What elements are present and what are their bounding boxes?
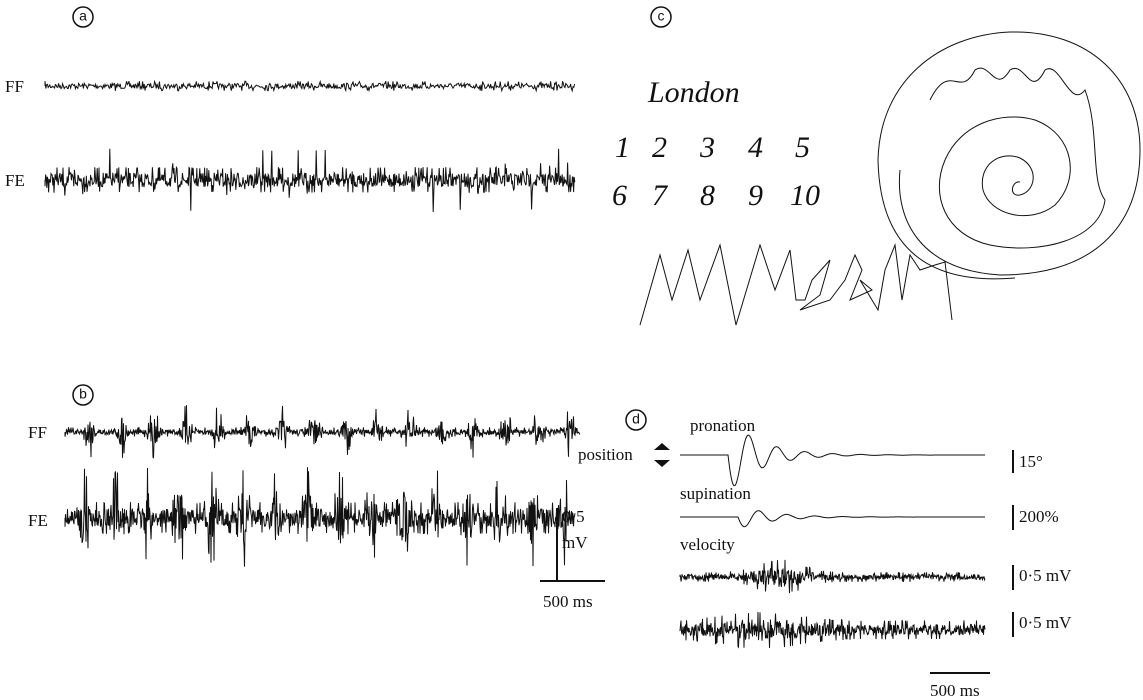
trace-label: velocity xyxy=(680,535,735,554)
spiral-drawing xyxy=(930,68,1105,248)
emg-trace xyxy=(65,467,575,566)
scale-label: 500 ms xyxy=(543,592,593,611)
emg-trace xyxy=(45,81,575,91)
panel-label: b xyxy=(79,386,87,402)
digit: 2 xyxy=(652,131,667,164)
scale-label: 0·5 mV xyxy=(1019,566,1072,585)
digit: 6 xyxy=(612,179,627,212)
digit: 3 xyxy=(699,131,715,164)
kinematic-trace xyxy=(680,511,985,527)
trace-label: FF xyxy=(28,423,47,442)
emg-trace xyxy=(65,405,580,458)
trace-label: supination xyxy=(680,484,751,503)
trace-label: FE xyxy=(28,511,48,530)
handwriting-word: London xyxy=(647,76,740,109)
scale-label: 15° xyxy=(1019,452,1043,471)
traces xyxy=(45,81,985,648)
zigzag-drawing xyxy=(640,245,952,325)
digit: 9 xyxy=(748,179,763,212)
digit: 4 xyxy=(748,131,763,164)
trace-label: pronation xyxy=(690,416,756,435)
trace-label: FF xyxy=(5,77,24,96)
panel-label: c xyxy=(658,8,665,24)
digit: 5 xyxy=(795,131,810,164)
digit: 10 xyxy=(790,179,820,212)
scale-label: 200% xyxy=(1019,507,1059,526)
direction-arrows xyxy=(654,443,670,467)
trace-label: FE xyxy=(5,171,25,190)
emg-trace xyxy=(680,612,985,648)
emg-trace xyxy=(680,560,985,593)
panel-label: d xyxy=(632,411,640,427)
scale-label: 500 ms xyxy=(930,681,980,700)
emg-trace xyxy=(45,149,575,212)
trace-label: position xyxy=(578,445,633,464)
panel-label: a xyxy=(79,8,87,24)
kinematic-trace xyxy=(680,435,985,486)
scale-label: 0·5 mV xyxy=(1019,613,1072,632)
figure: a FF FE b FF FE 0·5 mV 500 ms c London 1… xyxy=(0,0,1143,700)
digit: 1 xyxy=(615,131,630,164)
digit: 7 xyxy=(652,179,669,212)
digit: 8 xyxy=(700,179,715,212)
